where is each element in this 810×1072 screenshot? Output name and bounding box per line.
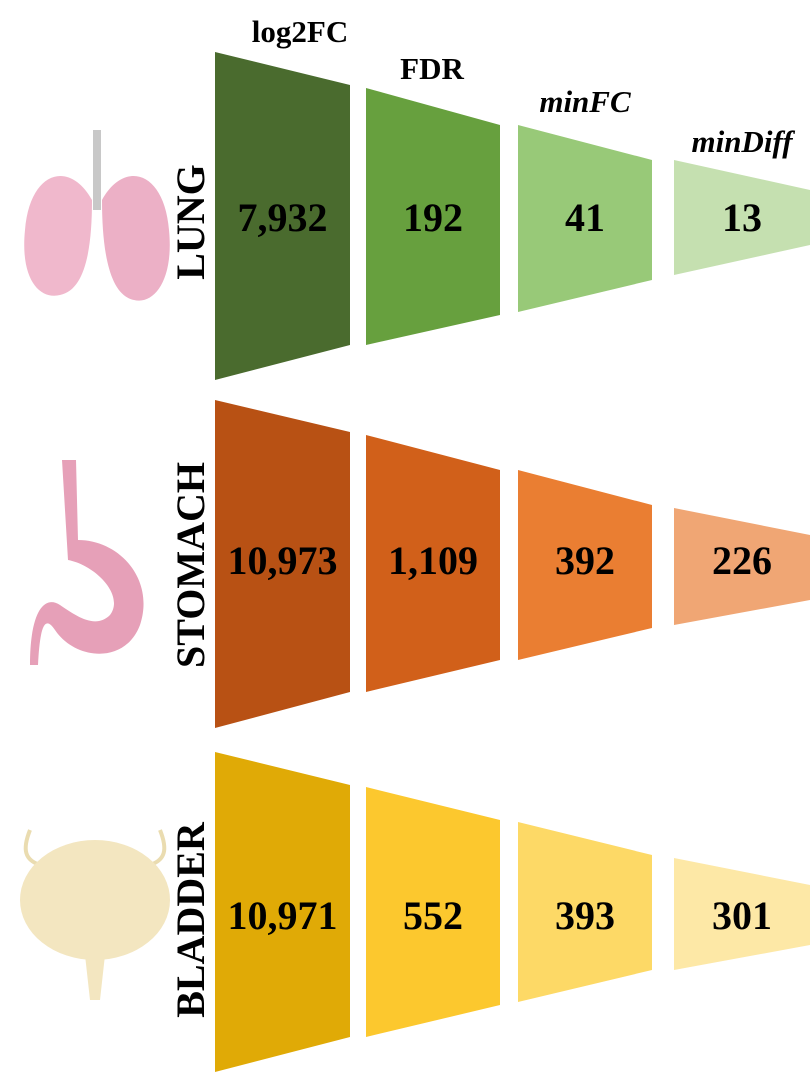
bladder-icon <box>20 830 170 1000</box>
value-label: 552 <box>403 893 463 938</box>
value-label: 392 <box>555 538 615 583</box>
organ-label: STOMACH <box>168 462 213 668</box>
organ-label: BLADDER <box>168 821 213 1018</box>
organ-label: LUNG <box>168 164 213 280</box>
value-label: 10,973 <box>228 538 338 583</box>
value-label: 393 <box>555 893 615 938</box>
value-label: 1,109 <box>388 538 478 583</box>
value-label: 7,932 <box>238 195 328 240</box>
value-label: 13 <box>722 195 762 240</box>
value-label: 226 <box>712 538 772 583</box>
column-header: minFC <box>539 84 631 119</box>
stomach-icon <box>30 460 144 665</box>
value-label: 301 <box>712 893 772 938</box>
funnel-diagram: log2FC FDR minFC minDiff LUNG 7,932 192 41 13 STO… <box>0 0 810 1072</box>
value-label: 41 <box>565 195 605 240</box>
column-header: FDR <box>400 51 464 86</box>
column-header: log2FC <box>252 14 348 49</box>
value-label: 192 <box>403 195 463 240</box>
value-label: 10,971 <box>228 893 338 938</box>
lung-icon <box>24 130 170 301</box>
column-header: minDiff <box>691 124 795 159</box>
